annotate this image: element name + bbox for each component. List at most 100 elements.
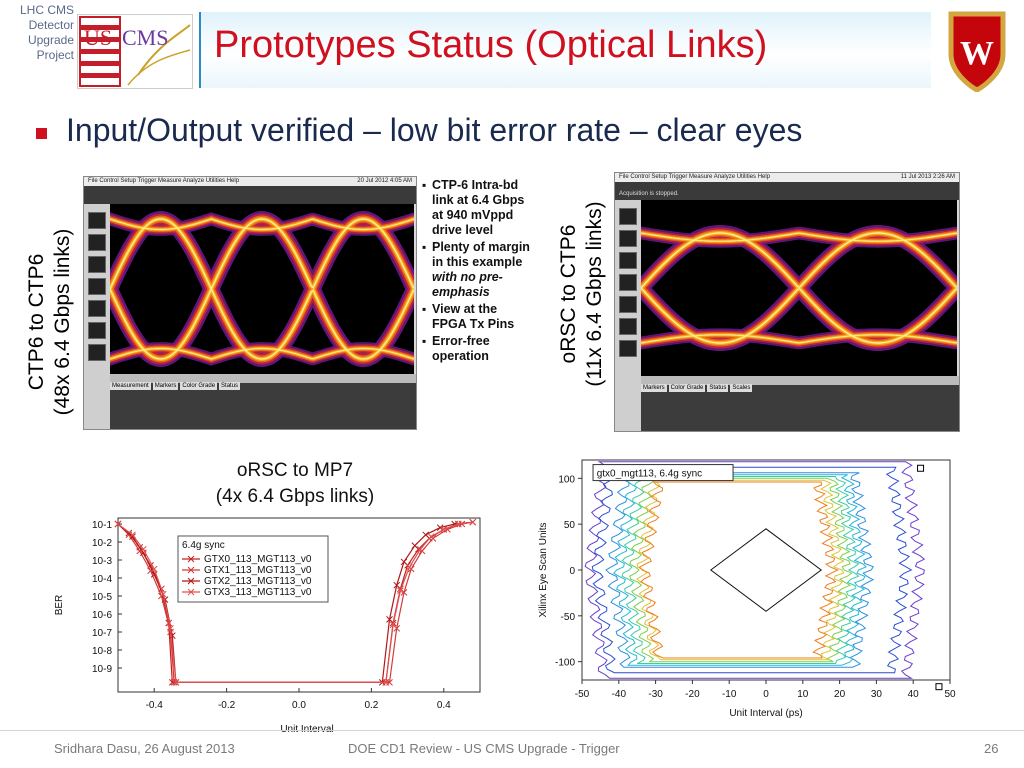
eyescan-x-tick-label: -50: [575, 689, 590, 700]
scope-bottom-panel: Markers Color Grade Status Scales: [641, 376, 959, 431]
mp7-caption-line2: (4x 6.4 Gbps links): [215, 486, 375, 507]
orsc-label-line1: oRSC to CTP6: [557, 224, 580, 364]
eyescan-corner-marker: [917, 464, 925, 472]
ber-legend-marker: [187, 566, 195, 574]
eye-trace: [84, 225, 416, 368]
ber-x-tick-label: 0.4: [437, 700, 451, 711]
scope-toolbar: [84, 186, 416, 204]
ber-point: [406, 563, 413, 571]
eyescan-contour: [636, 479, 845, 661]
ctp6-bullet-4: Error-free operation: [422, 334, 532, 364]
ber-y-tick-label: 10-3: [92, 556, 112, 567]
ber-legend-entry: GTX3_113_MGT113_v0: [204, 587, 312, 598]
ctp6-label-line1: CTP6 to CTP6: [25, 253, 48, 391]
eye-trace: [84, 218, 416, 341]
footer-divider: [0, 730, 1024, 731]
scope-side-buttons: [615, 200, 641, 431]
crest-letter: W: [960, 35, 994, 72]
eyescan-x-tick-label: 10: [797, 689, 809, 700]
eye-trace: [84, 232, 416, 363]
orsc-scope-screenshot: File Control Setup Trigger Measure Analy…: [614, 172, 960, 432]
eyescan-y-tick-label: -100: [555, 658, 575, 669]
eyescan-legend-box: [592, 464, 734, 482]
eye-trace: [84, 213, 416, 349]
ber-y-axis-label: BER: [54, 595, 65, 616]
ber-point: [386, 616, 393, 623]
scope-toolbar: Acquisition is stopped.: [615, 182, 959, 200]
project-label: LHC CMS Detector Upgrade Project: [19, 3, 74, 62]
ber-legend-box: [177, 535, 329, 603]
eyescan-contour: [638, 481, 839, 659]
ber-point: [393, 581, 401, 589]
ber-point: [411, 542, 419, 549]
eyescan-contour: [621, 476, 860, 664]
ber-point: [161, 596, 169, 603]
scope-side-buttons: [84, 204, 110, 429]
ber-point: [400, 558, 408, 566]
eyescan-y-tick-label: 50: [564, 520, 576, 531]
ber-x-axis-label: Unit Interval: [280, 724, 333, 735]
ber-point: [172, 679, 180, 686]
mp7-caption: oRSC to MP7 (4x 6.4 Gbps links): [170, 458, 420, 510]
ber-point: [469, 518, 477, 526]
scope-menubar: File Control Setup Trigger Measure Analy…: [84, 177, 416, 186]
eye-trace: [84, 210, 416, 353]
ber-series-line: [117, 521, 473, 683]
eye-rail: [84, 210, 416, 231]
eye-trace: [84, 237, 416, 360]
eyescan-x-tick-label: 50: [944, 689, 956, 700]
ber-point: [150, 565, 158, 573]
university-crest-logo: W: [945, 6, 1009, 93]
ber-y-tick-label: 10-1: [92, 520, 112, 531]
ber-point: [440, 526, 448, 533]
ber-point: [416, 545, 424, 553]
slide-title: Prototypes Status (Optical Links): [214, 24, 768, 66]
ber-point: [422, 531, 430, 539]
eyescan-x-tick-label: 40: [908, 689, 920, 700]
footer-author: Sridhara Dasu, 26 August 2013: [54, 741, 235, 756]
eyescan-x-tick-label: -20: [685, 689, 700, 700]
orsc-label-line2: (11x 6.4 Gbps links): [583, 201, 606, 387]
ctp6-bullet-list: CTP-6 Intra-bd link at 6.4 Gbps at 940 m…: [422, 178, 532, 366]
us-cms-logo: US CMS: [77, 14, 193, 89]
page-number: 26: [984, 741, 999, 756]
eyescan-x-tick-label: -40: [612, 689, 627, 700]
eyescan-contour: [629, 477, 853, 663]
eyescan-x-tick-label: -30: [648, 689, 663, 700]
eye-trace: [84, 215, 416, 346]
ber-series-line: [117, 521, 473, 683]
ctp6-label-line2: (48x 6.4 Gbps links): [51, 228, 74, 416]
eyescan-x-tick-label: 0: [763, 689, 769, 700]
eye-trace: [84, 229, 416, 365]
eyescan-y-tick-label: 100: [558, 474, 575, 485]
eyescan-contour: [584, 461, 926, 679]
logo-us-text: US: [84, 25, 112, 50]
ber-point: [436, 524, 444, 531]
ber-x-tick-label: -0.4: [146, 700, 164, 711]
ber-point: [129, 533, 136, 540]
ber-legend-entry: GTX1_113_MGT113_v0: [204, 565, 312, 576]
ber-point: [150, 571, 158, 578]
ctp6-bullet-2-italic: with no pre-emphasis: [432, 270, 503, 299]
ctp6-eye-display: [84, 204, 416, 374]
ber-point: [397, 587, 404, 594]
eyescan-y-tick-label: 0: [569, 566, 575, 577]
logo-cms-text: CMS: [122, 25, 168, 50]
bullet-marker: [36, 128, 47, 139]
ctp6-scope-screenshot: File Control Setup Trigger Measure Analy…: [83, 176, 417, 430]
ber-point: [167, 625, 174, 632]
ber-y-tick-label: 10-4: [92, 574, 112, 585]
ber-y-tick-label: 10-2: [92, 538, 112, 549]
ctp6-bullet-1: CTP-6 Intra-bd link at 6.4 Gbps at 940 m…: [422, 178, 532, 238]
eyescan-y-tick-label: -50: [561, 612, 576, 623]
ber-point: [382, 679, 390, 686]
ber-legend-entry: GTX2_113_MGT113_v0: [204, 576, 312, 587]
ber-point: [168, 632, 176, 639]
ber-legend-marker: [187, 577, 195, 585]
eyescan-corner-marker: [935, 683, 943, 691]
ber-legend-marker: [187, 555, 195, 563]
main-bullet-text: Input/Output verified – low bit error ra…: [66, 112, 803, 148]
ber-point: [159, 590, 167, 598]
ber-point: [427, 533, 435, 540]
us-cms-logo-graphic: US CMS: [79, 16, 191, 87]
